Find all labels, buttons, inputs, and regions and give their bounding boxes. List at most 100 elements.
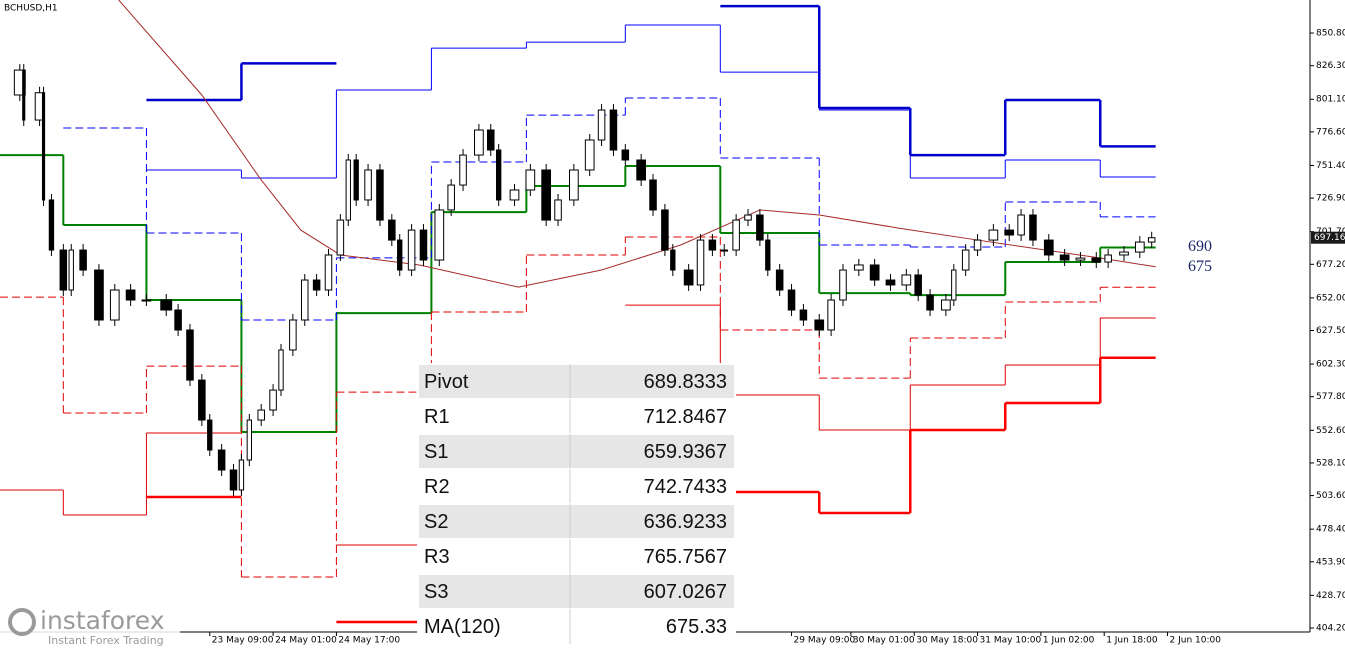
candle-body: [670, 249, 676, 271]
candle-body: [636, 159, 647, 181]
candle-body: [1104, 254, 1112, 263]
table-row: [417, 363, 736, 400]
candle-body: [229, 469, 238, 491]
candle-body: [1017, 214, 1025, 236]
table-label: R1: [424, 406, 450, 428]
x-tick-label: 1 Jun 02:00: [1043, 636, 1095, 646]
candle-body: [68, 249, 74, 291]
candle-body: [973, 239, 982, 251]
candle-body: [827, 299, 835, 331]
y-tick-label: 602.30: [1316, 360, 1345, 370]
candle-body: [353, 159, 359, 201]
candle-body: [597, 109, 606, 141]
y-tick-label: 552.60: [1316, 426, 1345, 436]
table-row: [417, 398, 736, 435]
candle-body: [765, 239, 771, 271]
candle-body: [312, 279, 321, 291]
candle-body: [447, 184, 455, 211]
logo-tagline: Instant Forex Trading: [48, 634, 164, 647]
candle-body: [397, 239, 403, 271]
candle-body: [988, 229, 999, 241]
x-tick-label: 1 Jun 18:00: [1106, 636, 1158, 646]
x-tick-label: 24 May 17:00: [338, 636, 400, 646]
candle-body: [125, 289, 136, 301]
candle-body: [238, 459, 245, 491]
y-tick-label: 726.90: [1316, 194, 1345, 204]
candle-body: [1091, 257, 1102, 263]
candle-body: [961, 249, 970, 271]
table-value: 659.9367: [644, 441, 727, 463]
candle-body: [324, 254, 333, 291]
table-value: 742.7433: [644, 476, 727, 498]
logo-name: instaforex: [40, 606, 165, 635]
candle-body: [1043, 239, 1054, 256]
candle-body: [708, 239, 717, 251]
candle-body: [217, 449, 226, 471]
y-tick-label: 404.20: [1316, 624, 1345, 634]
x-tick-label: 24 May 01:00: [275, 636, 337, 646]
table-label: S2: [424, 511, 448, 533]
candle-body: [775, 269, 784, 291]
candle-body: [141, 299, 152, 302]
y-tick-label: 503.60: [1316, 491, 1345, 501]
candle-body: [799, 309, 808, 321]
y-tick-label: 577.80: [1316, 392, 1345, 402]
y-tick-label: 826.30: [1316, 61, 1345, 71]
pivot-table: Pivot 689.8333 R1 712.8467 S1 659.9367 R2 742.7…: [417, 363, 736, 645]
candle-body: [22, 69, 26, 121]
candle-body: [186, 329, 194, 381]
table-value: 607.0267: [644, 581, 727, 603]
candle-body: [59, 249, 68, 291]
candle-body: [732, 219, 740, 251]
candle-body: [885, 279, 896, 286]
candle-body: [278, 349, 284, 391]
candle-body: [336, 219, 345, 256]
candle-body: [474, 129, 484, 156]
candle-body: [541, 169, 552, 221]
candle-body: [554, 199, 562, 221]
candle-body: [814, 319, 825, 331]
candle-body: [569, 169, 579, 201]
candle-body: [257, 409, 265, 421]
candle-body: [300, 279, 309, 321]
candle-body: [853, 264, 864, 271]
table-value: 675.33: [666, 616, 727, 638]
candle-body: [1075, 257, 1086, 261]
candle-body: [388, 219, 396, 241]
candle-body: [198, 379, 206, 421]
candle-body: [459, 154, 467, 186]
candle-body: [345, 159, 351, 221]
candle-body: [683, 269, 694, 286]
logo-icon: [8, 608, 36, 636]
candle-body: [1029, 214, 1037, 241]
candle-body: [1119, 251, 1129, 256]
y-tick-label: 850.80: [1316, 29, 1345, 39]
y-tick-label: 652.00: [1316, 293, 1345, 303]
table-value: 636.9233: [644, 511, 727, 533]
candle-body: [160, 299, 173, 311]
table-label: S3: [424, 581, 448, 603]
candle-body: [696, 239, 705, 286]
candle-body: [649, 179, 657, 211]
candle-body: [376, 169, 384, 221]
candle-body: [246, 419, 253, 461]
candle-body: [41, 92, 46, 201]
candle-body: [109, 289, 120, 321]
x-tick-label: 29 May 09:00: [794, 636, 856, 646]
table-row: [417, 468, 736, 505]
candle-body: [720, 249, 729, 252]
axes: 850.80826.30801.10776.60751.40726.90701.…: [209, 29, 1345, 646]
candle-body: [1059, 254, 1070, 261]
candle-body: [495, 149, 502, 201]
y-tick-label: 776.60: [1316, 127, 1345, 137]
table-row: [417, 608, 736, 645]
x-tick-label: 30 May 18:00: [916, 636, 978, 646]
y-tick-label: 453.90: [1316, 557, 1345, 567]
table-label: R3: [424, 546, 450, 568]
candle-body: [914, 274, 922, 296]
y-tick-label: 478.40: [1316, 525, 1345, 535]
table-label: Pivot: [424, 371, 469, 393]
last-price-box: [1311, 231, 1345, 244]
